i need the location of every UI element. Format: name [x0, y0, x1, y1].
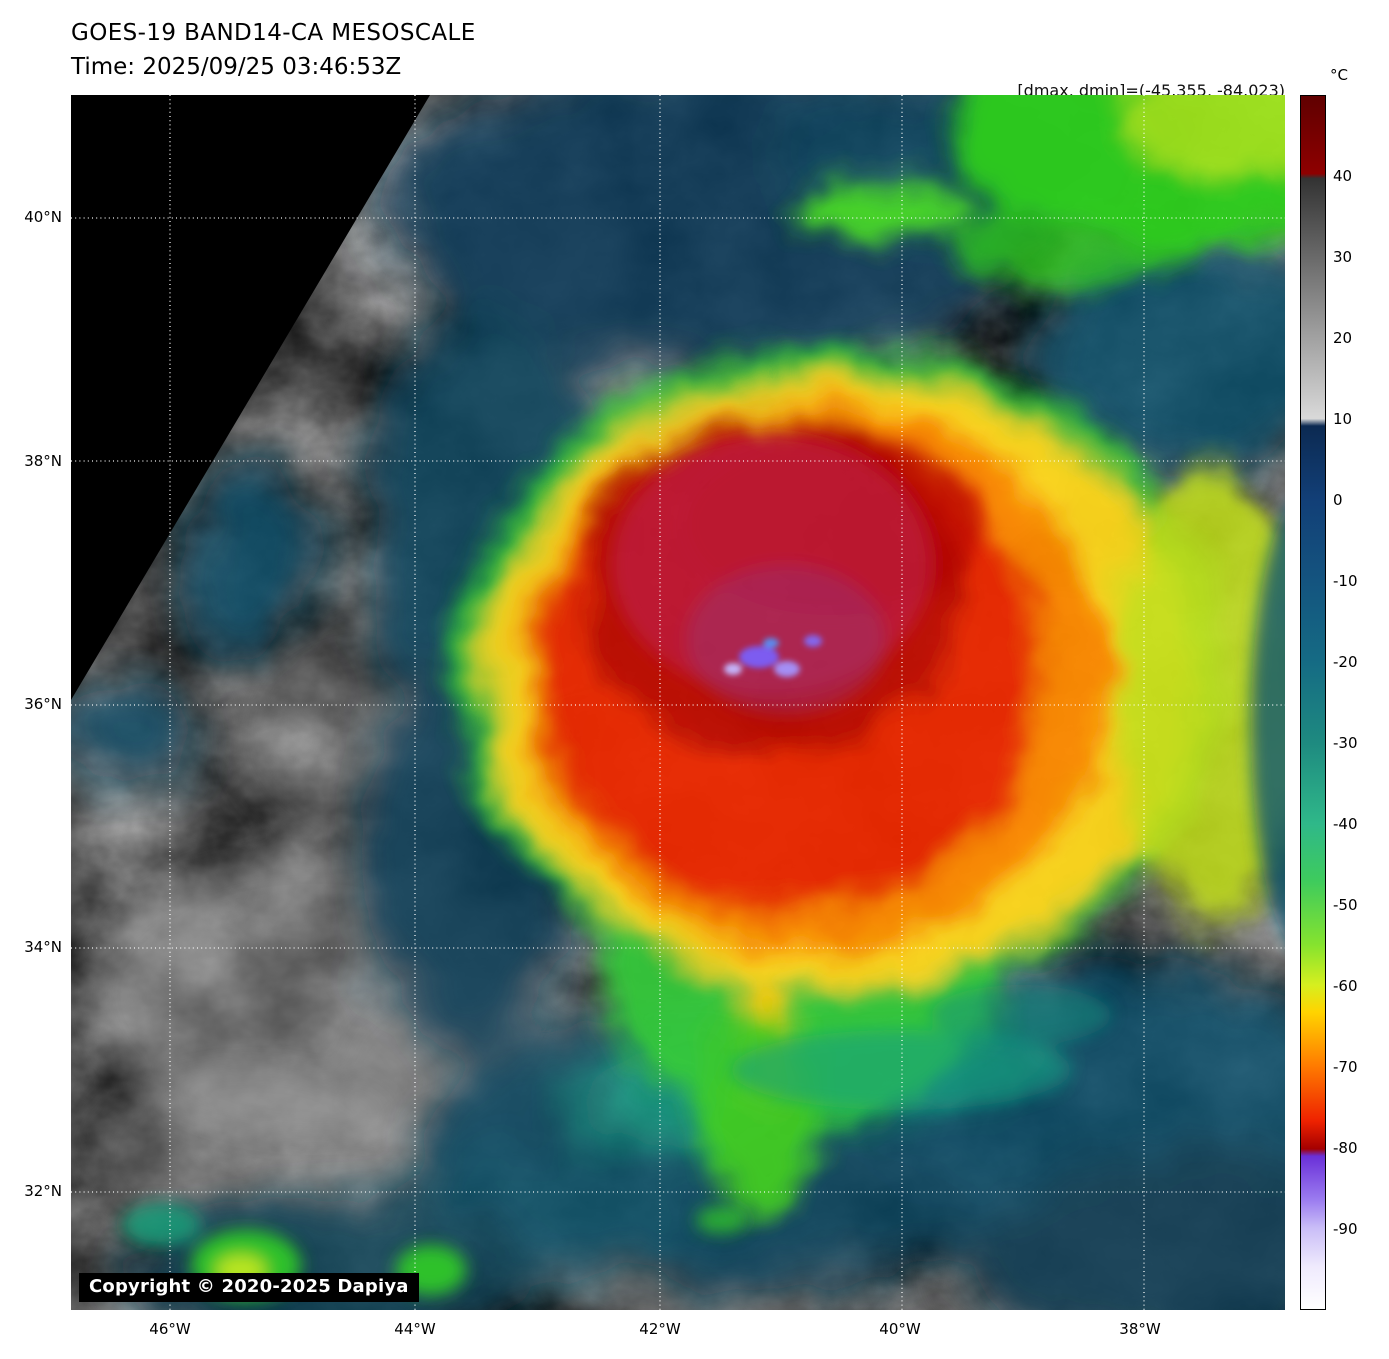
colorbar-tick: -10 [1333, 572, 1358, 590]
lon-label-38w: 38°W [1119, 1320, 1161, 1338]
colorbar-tick: -80 [1333, 1139, 1358, 1157]
outer-convective-cells [121, 512, 1285, 1300]
overshooting-tops [724, 635, 822, 677]
lat-label-32n: 32°N [24, 1182, 62, 1200]
page-title: GOES-19 BAND14-CA MESOSCALE [71, 20, 476, 46]
colorbar-unit-label: °C [1330, 66, 1348, 84]
colorbar-tick: 0 [1333, 491, 1343, 509]
colorbar-tick: -30 [1333, 734, 1358, 752]
colorbar-tick: 20 [1333, 329, 1353, 347]
colorbar-tick: -40 [1333, 815, 1358, 833]
colorbar-tick: -50 [1333, 896, 1358, 914]
copyright-badge: Copyright © 2020-2025 Dapiya [79, 1273, 419, 1302]
storm-core-detail [611, 435, 981, 715]
colorbar-tick: 30 [1333, 248, 1353, 266]
no-data-region [71, 95, 430, 700]
satellite-map: Copyright © 2020-2025 Dapiya [71, 95, 1285, 1310]
grid-lines [71, 95, 1285, 1310]
colorbar-ticks: 40 30 20 10 0 -10 -20 -30 -40 -50 -60 -70 -80 -90 [1333, 95, 1389, 1310]
colorbar-tick: -60 [1333, 977, 1358, 995]
lat-label-36n: 36°N [24, 695, 62, 713]
lon-label-40w: 40°W [879, 1320, 921, 1338]
lat-label-40n: 40°N [24, 208, 62, 226]
colorbar [1300, 95, 1326, 1310]
lon-label-42w: 42°W [639, 1320, 681, 1338]
colorbar-tick: -20 [1333, 653, 1358, 671]
colorbar-gradient [1301, 96, 1325, 1309]
colorbar-tick: -70 [1333, 1058, 1358, 1076]
timestamp: Time: 2025/09/25 03:46:53Z [71, 54, 402, 80]
lat-label-34n: 34°N [24, 938, 62, 956]
satellite-image [71, 95, 1285, 1310]
lon-label-46w: 46°W [149, 1320, 191, 1338]
colorbar-tick: -90 [1333, 1220, 1358, 1238]
colorbar-tick: 40 [1333, 167, 1353, 185]
lon-label-44w: 44°W [394, 1320, 436, 1338]
colorbar-tick: 10 [1333, 410, 1353, 428]
lat-label-38n: 38°N [24, 452, 62, 470]
